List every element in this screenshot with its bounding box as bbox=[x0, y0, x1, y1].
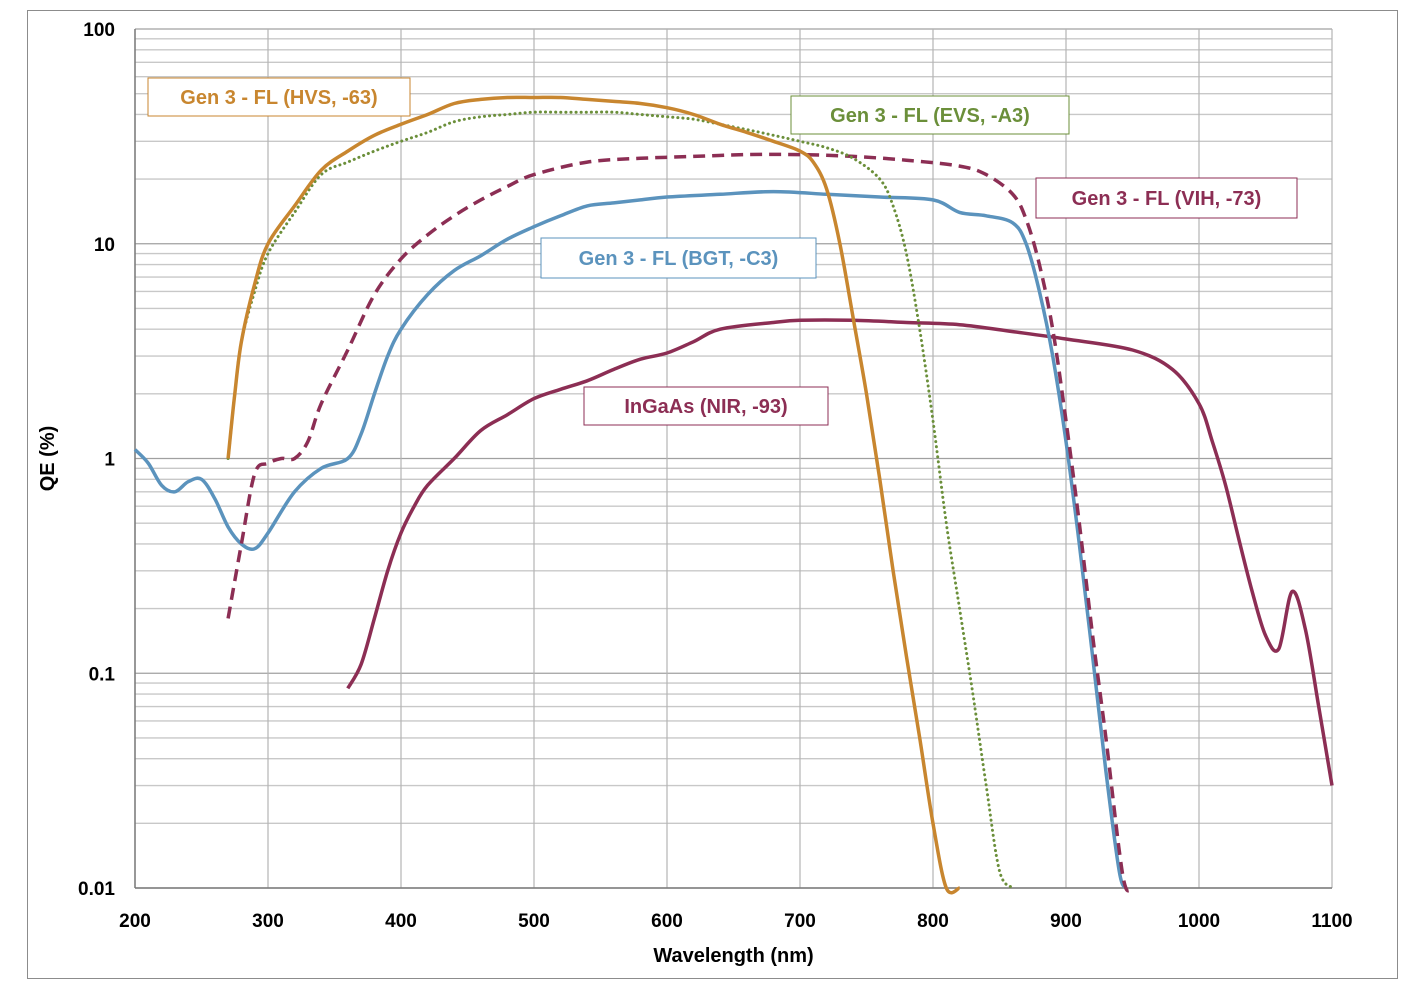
series-layer bbox=[133, 95, 1334, 895]
series-label-box bbox=[540, 237, 817, 279]
series-label-text: InGaAs (NIR, -93) bbox=[624, 396, 787, 418]
x-tick-label: 300 bbox=[252, 911, 284, 932]
series-line-ingaas-nir-93 bbox=[346, 318, 1334, 786]
x-axis-title: Wavelength (nm) bbox=[653, 945, 813, 967]
y-tick-label: 10 bbox=[94, 235, 115, 256]
y-tick-label: 100 bbox=[83, 20, 115, 41]
y-axis-title: QE (%) bbox=[37, 426, 59, 492]
y-tick-label: 0.1 bbox=[89, 664, 116, 685]
series-label-box bbox=[1035, 177, 1298, 219]
y-tick-label: 0.01 bbox=[78, 879, 115, 900]
gridlines bbox=[134, 28, 1333, 889]
series-label-text: Gen 3 - FL (EVS, -A3) bbox=[830, 105, 1030, 127]
x-tick-label: 1000 bbox=[1178, 911, 1220, 932]
x-tick-label: 1100 bbox=[1311, 911, 1352, 932]
series-label-text: Gen 3 - FL (VIH, -73) bbox=[1072, 188, 1262, 210]
series-label-ingaas-nir-93: InGaAs (NIR, -93) bbox=[583, 386, 829, 426]
series-label-gen-3-fl-evs-a3: Gen 3 - FL (EVS, -A3) bbox=[790, 95, 1070, 135]
tick-labels: 200 300 400 500 600 700 800 900 1000 1100 100 10 1 0.… bbox=[78, 20, 1353, 932]
series-label-text: Gen 3 - FL (BGT, -C3) bbox=[579, 248, 779, 270]
series-line-gen-3-fl-bgt-c3 bbox=[133, 189, 1128, 889]
series-label-gen-3-fl-hvs-63: Gen 3 - FL (HVS, -63) bbox=[147, 77, 411, 117]
x-tick-label: 900 bbox=[1050, 911, 1082, 932]
x-tick-label: 700 bbox=[784, 911, 816, 932]
series-line-gen-3-fl-hvs-63 bbox=[226, 95, 961, 895]
x-tick-label: 500 bbox=[518, 911, 550, 932]
series-line-gen-3-fl-evs-a3 bbox=[226, 110, 1015, 890]
x-tick-label: 400 bbox=[385, 911, 417, 932]
series-line-gen-3-fl-vih-73 bbox=[226, 152, 1134, 893]
series-labels: Gen 3 - FL (HVS, -63) Gen 3 - FL (EVS, -A… bbox=[147, 77, 1298, 426]
series-label-box bbox=[790, 95, 1070, 135]
series-label-gen-3-fl-vih-73: Gen 3 - FL (VIH, -73) bbox=[1035, 177, 1298, 219]
chart-frame bbox=[27, 10, 1398, 979]
series-label-text: Gen 3 - FL (HVS, -63) bbox=[180, 87, 377, 109]
series-label-box bbox=[583, 386, 829, 426]
series-label-gen-3-fl-bgt-c3: Gen 3 - FL (BGT, -C3) bbox=[540, 237, 817, 279]
y-tick-label: 1 bbox=[104, 450, 115, 471]
x-tick-label: 600 bbox=[651, 911, 683, 932]
x-tick-label: 200 bbox=[119, 911, 151, 932]
x-tick-label: 800 bbox=[917, 911, 949, 932]
series-label-box bbox=[147, 77, 411, 117]
